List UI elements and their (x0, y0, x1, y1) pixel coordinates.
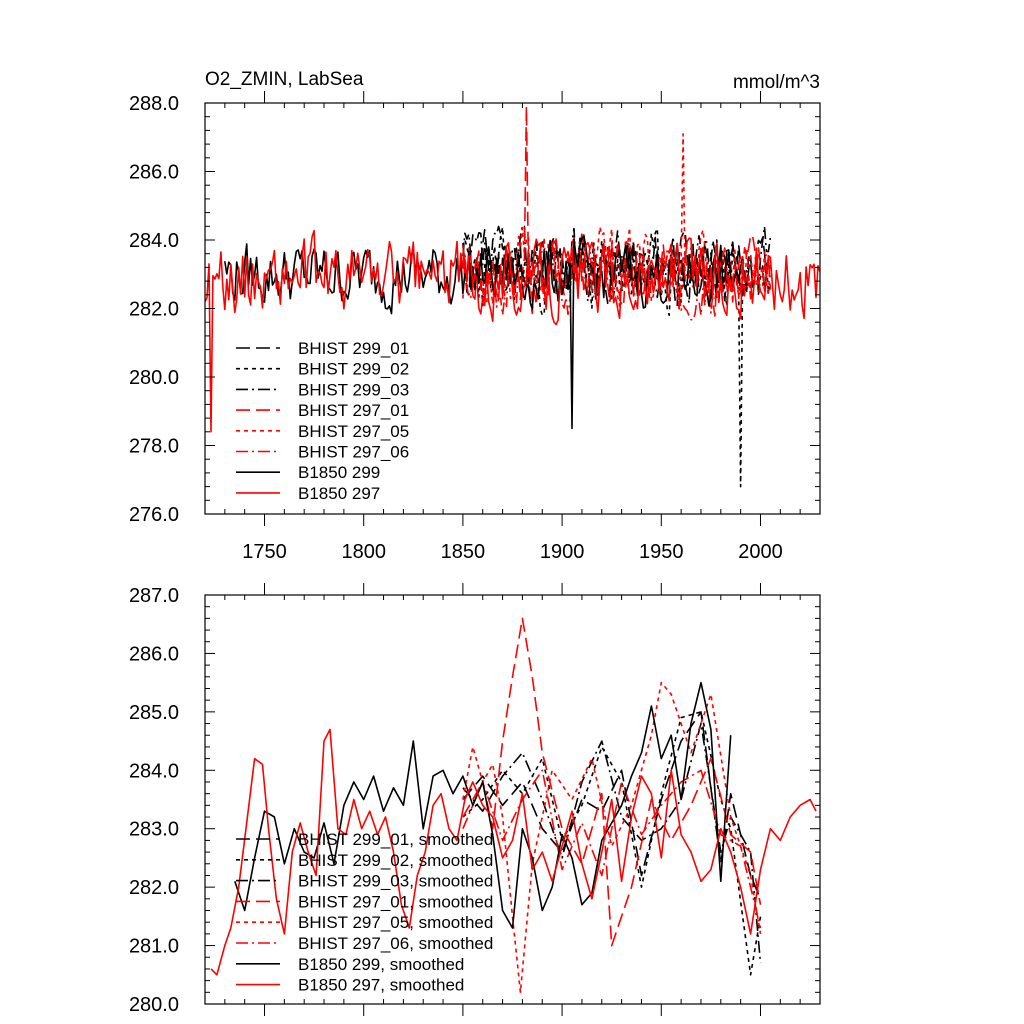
x-tick-label: 1750 (242, 541, 287, 563)
legend-label-bhist-297-05-smoothed: BHIST 297_05, smoothed (298, 913, 493, 932)
bottom-series-group (210, 617, 817, 994)
y-tick-label: 286.0 (129, 643, 179, 665)
series-line-bhist-297-05-smoothed (462, 681, 762, 994)
y-tick-label: 280.0 (129, 994, 179, 1016)
x-tick-label: 1950 (639, 541, 684, 563)
series-line-bhist-297-01-smoothed (462, 617, 762, 947)
top-axes: 276.0 278.0 280.0 282.0 284.0 286.0 288.0 1750 1… (129, 91, 821, 563)
legend-label-bhist-297-01-smoothed: BHIST 297_01, smoothed (298, 892, 493, 911)
top-panel-title: O2_ZMIN, LabSea (205, 69, 364, 90)
legend-label-bhist-299-02: BHIST 299_02 (298, 360, 409, 379)
legend-label-b1850-299-smoothed: B1850 299, smoothed (298, 955, 464, 974)
series-line-bhist-297-06-smoothed (462, 769, 762, 929)
y-tick-label: 282.0 (129, 877, 179, 899)
legend-label-bhist-299-02-smoothed: BHIST 299_02, smoothed (298, 851, 493, 870)
bot-plot-frame (204, 594, 821, 1005)
y-tick-label: 283.0 (129, 819, 179, 841)
legend-label-b1850-297: B1850 297 (298, 484, 380, 503)
y-tick-label: 282.0 (129, 299, 179, 321)
legend-label-b1850-297-smoothed: B1850 297, smoothed (298, 976, 464, 995)
legend-label-bhist-297-05: BHIST 297_05 (298, 422, 409, 441)
series-line-b1850-297-smoothed (210, 728, 817, 976)
y-tick-label: 281.0 (129, 936, 179, 958)
y-tick-label: 278.0 (129, 436, 179, 458)
legend-label-bhist-299-03: BHIST 299_03 (298, 380, 409, 399)
legend-label-bhist-299-01: BHIST 299_01 (298, 339, 409, 358)
top-series-group (205, 105, 820, 488)
legend-label-bhist-299-03-smoothed: BHIST 299_03, smoothed (298, 872, 493, 891)
y-tick-label: 284.0 (129, 230, 179, 252)
bottom-axes: 280.0 281.0 282.0 283.0 284.0 285.0 286.0 287.0 (129, 583, 821, 1016)
y-tick-label: 280.0 (129, 367, 179, 389)
y-tick-label: 288.0 (129, 93, 179, 115)
legend-label-bhist-297-06-smoothed: BHIST 297_06, smoothed (298, 934, 493, 953)
legend-label-bhist-297-01: BHIST 297_01 (298, 401, 409, 420)
bottom-panel: 280.0 281.0 282.0 283.0 284.0 285.0 286.0 287.0… (129, 583, 821, 1016)
series-line-bhist-297-01 (462, 105, 772, 317)
y-tick-label: 285.0 (129, 702, 179, 724)
x-tick-label: 2000 (738, 541, 783, 563)
top-panel-units: mmol/m^3 (733, 72, 820, 93)
y-tick-label: 284.0 (129, 760, 179, 782)
bottom-legend: BHIST 299_01, smoothed BHIST 299_02, smoo… (236, 830, 493, 995)
y-tick-label: 287.0 (129, 585, 179, 607)
legend-label-b1850-299: B1850 299 (298, 463, 380, 482)
top-panel: O2_ZMIN, LabSea mmol/m^3 276.0 278.0 280.0… (129, 69, 821, 563)
x-tick-label: 1800 (341, 541, 386, 563)
legend-label-bhist-297-06: BHIST 297_06 (298, 443, 409, 462)
y-tick-label: 286.0 (129, 162, 179, 184)
legend-label-bhist-299-01-smoothed: BHIST 299_01, smoothed (298, 830, 493, 849)
series-line-bhist-297-05 (462, 133, 772, 307)
x-tick-label: 1900 (540, 541, 585, 563)
x-tick-label: 1850 (441, 541, 486, 563)
series-line-bhist-299-03-smoothed (462, 722, 762, 964)
series-line-b1850-297 (205, 229, 820, 433)
y-tick-label: 276.0 (129, 504, 179, 526)
